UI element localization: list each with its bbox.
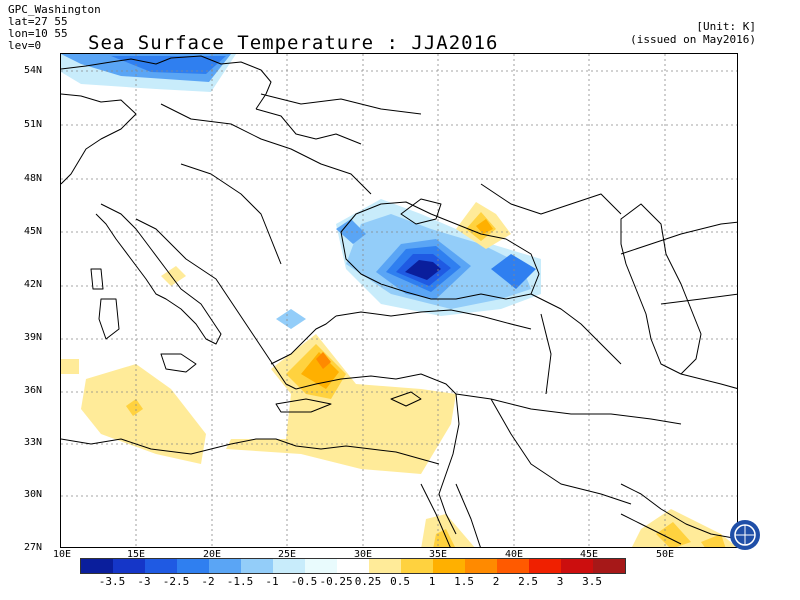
colorbar-swatch [561,559,593,573]
colorbar-tick-label: -3.5 [98,575,126,588]
colorbar-swatch [273,559,305,573]
lon-range-label: lon=10 55 [8,27,68,40]
colorbar-swatch [81,559,113,573]
colorbar-swatch [497,559,529,573]
lat-label-54n: 54N [24,65,43,76]
colorbar-swatch [177,559,209,573]
colorbar-swatch [529,559,561,573]
colorbar-swatch [433,559,465,573]
colorbar-swatch [305,559,337,573]
lat-label-48n: 48N [24,173,43,184]
lon-label-20e: 20E [203,549,222,560]
colorbar-tick-label: -0.5 [290,575,318,588]
colorbar-tick-label: 1.5 [454,575,474,588]
lat-label-42n: 42N [24,279,43,290]
lat-label-33n: 33N [24,437,43,448]
wmo-logo-icon [730,520,760,550]
colorbar-tick-label: 1 [428,575,436,588]
lon-label-15e: 15E [127,549,146,560]
colorbar-tick-label: -3 [137,575,151,588]
lon-label-35e: 35E [429,549,448,560]
map-panel [60,53,738,548]
lat-label-27n: 27N [24,542,43,553]
map-canvas [61,54,737,547]
colorbar-tick-label: -0.25 [319,575,353,588]
lat-label-39n: 39N [24,332,43,343]
level-label: lev=0 [8,39,42,52]
colorbar-swatch [465,559,497,573]
colorbar-swatch [209,559,241,573]
lon-label-10e: 10E [53,549,72,560]
colorbar-swatch [145,559,177,573]
lon-label-25e: 25E [278,549,297,560]
lat-label-36n: 36N [24,385,43,396]
metadata-block: GPC_Washington lat=27 55 lon=10 55 lev=0 [8,4,101,52]
colorbar-tick-label: 2 [492,575,500,588]
colorbar-tick-label: -1.5 [226,575,254,588]
anomaly-fields [61,54,737,547]
graticule [61,54,737,547]
lon-label-45e: 45E [580,549,599,560]
lon-label-50e: 50E [656,549,675,560]
colorbar-swatch [113,559,145,573]
lat-label-45n: 45N [24,226,43,237]
lon-label-30e: 30E [354,549,373,560]
colorbar-tick-label: 0.25 [354,575,382,588]
colorbar-tick-label: 2.5 [518,575,538,588]
colorbar-swatch [241,559,273,573]
lat-label-51n: 51N [24,119,43,130]
lat-range-label: lat=27 55 [8,15,68,28]
colorbar-swatch [369,559,401,573]
unit-block: [Unit: K] (issued on May2016) [630,20,756,46]
colorbar-tick-label: 0.5 [390,575,410,588]
lat-label-30n: 30N [24,489,43,500]
colorbar-swatch [401,559,433,573]
map-title: Sea Surface Temperature : JJA2016 [88,32,499,54]
colorbar-tick-label: 3.5 [582,575,602,588]
colorbar-swatch [593,559,625,573]
unit-label: [Unit: K] [696,20,756,33]
colorbar-tick-label: -2 [201,575,215,588]
colorbar-tick-label: -1 [265,575,279,588]
lon-label-40e: 40E [505,549,524,560]
colorbar [80,558,626,574]
coastlines [61,55,737,547]
issued-label: (issued on May2016) [630,33,756,46]
colorbar-tick-label: 3 [556,575,564,588]
colorbar-tick-label: -2.5 [162,575,190,588]
colorbar-swatch [337,559,369,573]
source-label: GPC_Washington [8,3,101,16]
